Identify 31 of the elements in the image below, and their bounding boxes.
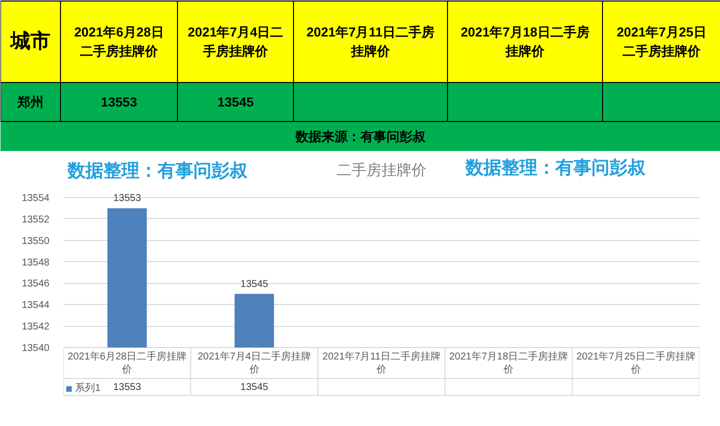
x-tick-label: 2021年6月28日二手房挂牌价 bbox=[68, 350, 187, 376]
y-tick-label: 13550 bbox=[22, 236, 50, 247]
category-label: 2021年7月25日二手房挂牌价 bbox=[616, 24, 706, 58]
legend-label: 系列1 bbox=[75, 382, 101, 395]
x-tick-label: 2021年7月25日二手房挂牌价 bbox=[576, 350, 696, 376]
data-label: 13553 bbox=[100, 94, 138, 110]
text: 13545 bbox=[240, 382, 268, 393]
y-tick-label: 13548 bbox=[22, 257, 50, 268]
y-tick-label: 13552 bbox=[22, 214, 50, 226]
x-tick-label: 2021年7月18日二手房挂牌价 bbox=[449, 350, 568, 376]
data-label: 13553 bbox=[113, 193, 142, 204]
category-label: 2021年7月11日二手房挂牌价 bbox=[306, 24, 434, 58]
category-label: 2021年6月28日 二手房挂牌价 bbox=[74, 24, 164, 58]
source-note: 数据来源：有事问彭叔 bbox=[294, 129, 426, 144]
chart-title: 二手房挂牌价 bbox=[336, 162, 426, 179]
category-label: 2021年7月4日二手房挂牌价 bbox=[188, 24, 284, 58]
x-tick-label: 2021年7月4日二手房挂牌价 bbox=[198, 350, 311, 376]
y-tick-label: 13542 bbox=[22, 322, 50, 333]
text: 城市 bbox=[10, 30, 50, 52]
text: 数据整理：有事问彭叔 bbox=[464, 158, 646, 178]
text: 郑州 bbox=[16, 94, 44, 110]
y-tick-label: 13554 bbox=[22, 193, 50, 204]
category-label: 2021年7月18日二手房挂牌价 bbox=[460, 24, 590, 58]
data-label: 13545 bbox=[240, 278, 269, 290]
data-label: 13545 bbox=[217, 94, 254, 110]
y-tick-label: 13544 bbox=[22, 300, 50, 312]
text: 13553 bbox=[113, 382, 142, 393]
y-tick-label: 13546 bbox=[22, 278, 50, 290]
text: 数据整理：有事问彭叔 bbox=[66, 160, 248, 180]
y-tick-label: 13540 bbox=[22, 343, 50, 354]
x-tick-label: 2021年7月11日二手房挂牌价 bbox=[322, 350, 441, 376]
